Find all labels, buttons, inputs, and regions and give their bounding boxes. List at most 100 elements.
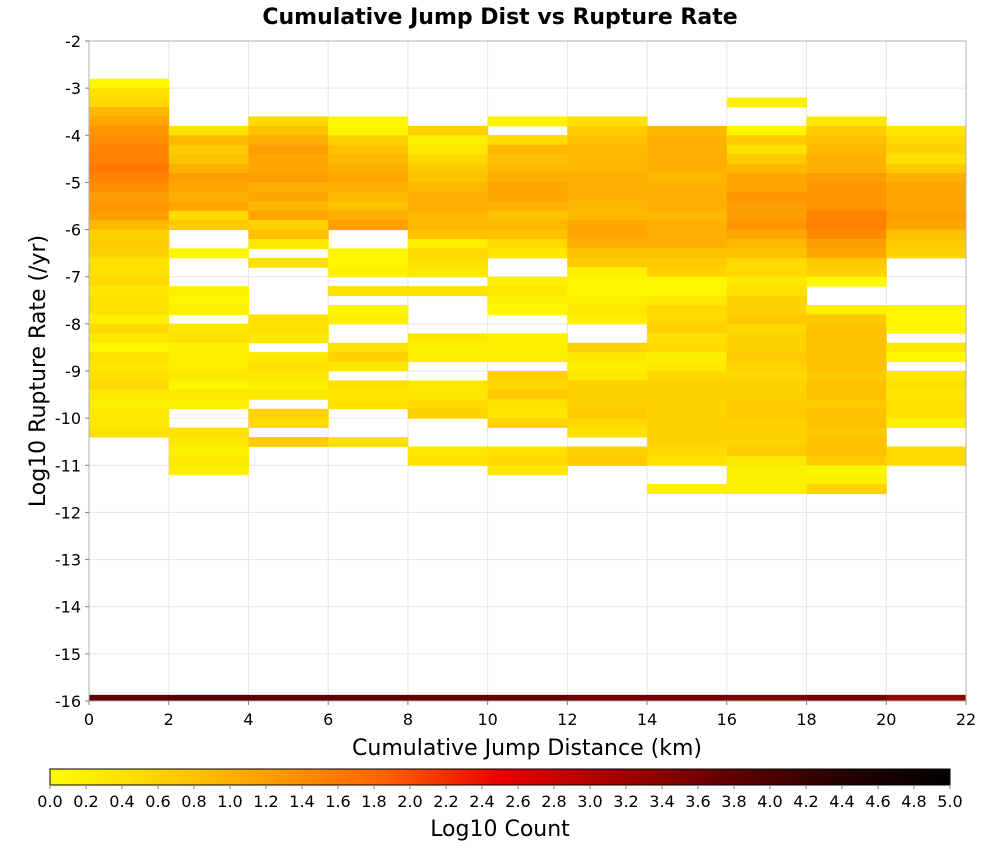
heatmap-cell	[567, 380, 648, 391]
heatmap-cell	[89, 78, 170, 89]
y-tick-label: -2	[65, 32, 81, 51]
heatmap-cell	[647, 446, 728, 457]
heatmap-cell	[567, 371, 648, 381]
x-tick-label: 16	[717, 710, 737, 729]
heatmap-cell	[806, 437, 887, 447]
heatmap-cell	[328, 305, 409, 315]
heatmap-cell	[248, 182, 329, 193]
heatmap-cell	[487, 465, 568, 476]
heatmap-cell	[886, 220, 967, 231]
heatmap-cell	[168, 333, 249, 344]
y-tick-label: -6	[65, 221, 81, 240]
heatmap-cell	[328, 342, 409, 353]
heatmap-cell	[567, 408, 648, 419]
heatmap-cell	[726, 418, 808, 429]
colorbar-tick-label: 4.0	[757, 792, 782, 811]
colorbar-tick-label: 2.8	[541, 792, 566, 811]
heatmap-cell	[89, 389, 170, 400]
heatmap-cell	[806, 135, 887, 146]
heatmap-cell	[567, 276, 648, 287]
colorbar-tick-label: 2.2	[433, 792, 458, 811]
heatmap-cell	[567, 361, 648, 372]
heatmap-cell	[806, 267, 887, 278]
heatmap-cell	[168, 154, 249, 165]
heatmap-cell	[647, 286, 728, 297]
colorbar-tick-label: 2.6	[505, 792, 530, 811]
heatmap-cell	[328, 286, 409, 297]
y-tick-label: -9	[65, 362, 81, 381]
heatmap-cell	[328, 135, 409, 146]
chart-title: Cumulative Jump Dist vs Rupture Rate	[262, 5, 737, 30]
heatmap-cell	[168, 125, 249, 136]
heatmap-cell	[647, 352, 728, 363]
heatmap-cell	[567, 305, 648, 315]
heatmap-cell	[806, 446, 887, 457]
heatmap-cell	[248, 116, 329, 127]
heatmap-cell	[726, 314, 808, 325]
heatmap-cell	[407, 248, 489, 259]
heatmap-cell	[89, 182, 170, 193]
heatmap-cell	[248, 201, 329, 212]
heatmap-cell	[487, 163, 568, 174]
heatmap-cell	[567, 144, 648, 155]
heatmap-cell	[487, 342, 568, 353]
heatmap-cell	[89, 427, 170, 438]
y-axis-label: Log10 Rupture Rate (/yr)	[26, 235, 51, 507]
heatmap-cell	[487, 371, 568, 381]
heatmap-cell	[89, 154, 170, 165]
colorbar-tick-label: 0.8	[181, 792, 206, 811]
heatmap-cell	[407, 389, 489, 400]
heatmap-cell	[726, 408, 808, 419]
heatmap-cell	[487, 380, 568, 391]
heatmap-cell	[806, 333, 887, 344]
colorbar-tick-label: 2.0	[397, 792, 422, 811]
heatmap-cell	[726, 135, 808, 146]
heatmap-cell	[328, 399, 409, 410]
heatmap-cell	[487, 191, 568, 202]
colorbar-tick-label: 1.0	[217, 792, 242, 811]
heatmap-cell	[328, 154, 409, 165]
x-tick-label: 18	[796, 710, 816, 729]
heatmap-cell	[407, 239, 489, 249]
heatmap-cell	[89, 257, 170, 268]
heatmap-cell	[886, 173, 967, 183]
heatmap-cell	[487, 408, 568, 419]
heatmap-cell	[567, 182, 648, 193]
heatmap-cell	[487, 276, 568, 287]
heatmap-cell	[407, 455, 489, 466]
heatmap-cell	[647, 163, 728, 174]
heatmap-cell	[806, 323, 887, 334]
heatmap-cell	[89, 380, 170, 391]
heatmap-cell	[647, 484, 728, 495]
heatmap-cell	[248, 257, 329, 268]
heatmap-cell	[89, 125, 170, 136]
heatmap-cell	[407, 399, 489, 410]
heatmap-cell	[647, 257, 728, 268]
heatmap-cell	[567, 229, 648, 240]
heatmap-cell	[168, 305, 249, 315]
heatmap-cell	[647, 295, 728, 306]
heatmap-cell	[886, 352, 967, 363]
colorbar-tick-label: 1.6	[325, 792, 350, 811]
heatmap-cell	[168, 182, 249, 193]
x-tick-label: 22	[956, 710, 976, 729]
heatmap-cell	[647, 437, 728, 447]
heatmap-cell	[806, 125, 887, 136]
heatmap-cell	[89, 295, 170, 306]
heatmap-cell	[806, 163, 887, 174]
heatmap-cell	[726, 201, 808, 212]
heatmap-cell	[407, 173, 489, 183]
heatmap-cell	[726, 484, 808, 495]
heatmap-cell	[647, 125, 728, 136]
heatmap-cell	[726, 144, 808, 155]
heatmap-cell	[567, 418, 648, 429]
heatmap-cell	[726, 154, 808, 165]
heatmap-cell	[168, 135, 249, 146]
heatmap-cell	[168, 191, 249, 202]
heatmap-cell	[168, 455, 249, 466]
heatmap-cell	[806, 371, 887, 381]
heatmap-cell	[726, 295, 808, 306]
colorbar-ticks: 0.0 0.2 0.4 0.6 0.8 1.0 1.2 1.4 1.6 1.8 2.0 2.2 2.4 2…	[37, 785, 963, 811]
heatmap-cell	[806, 389, 887, 400]
